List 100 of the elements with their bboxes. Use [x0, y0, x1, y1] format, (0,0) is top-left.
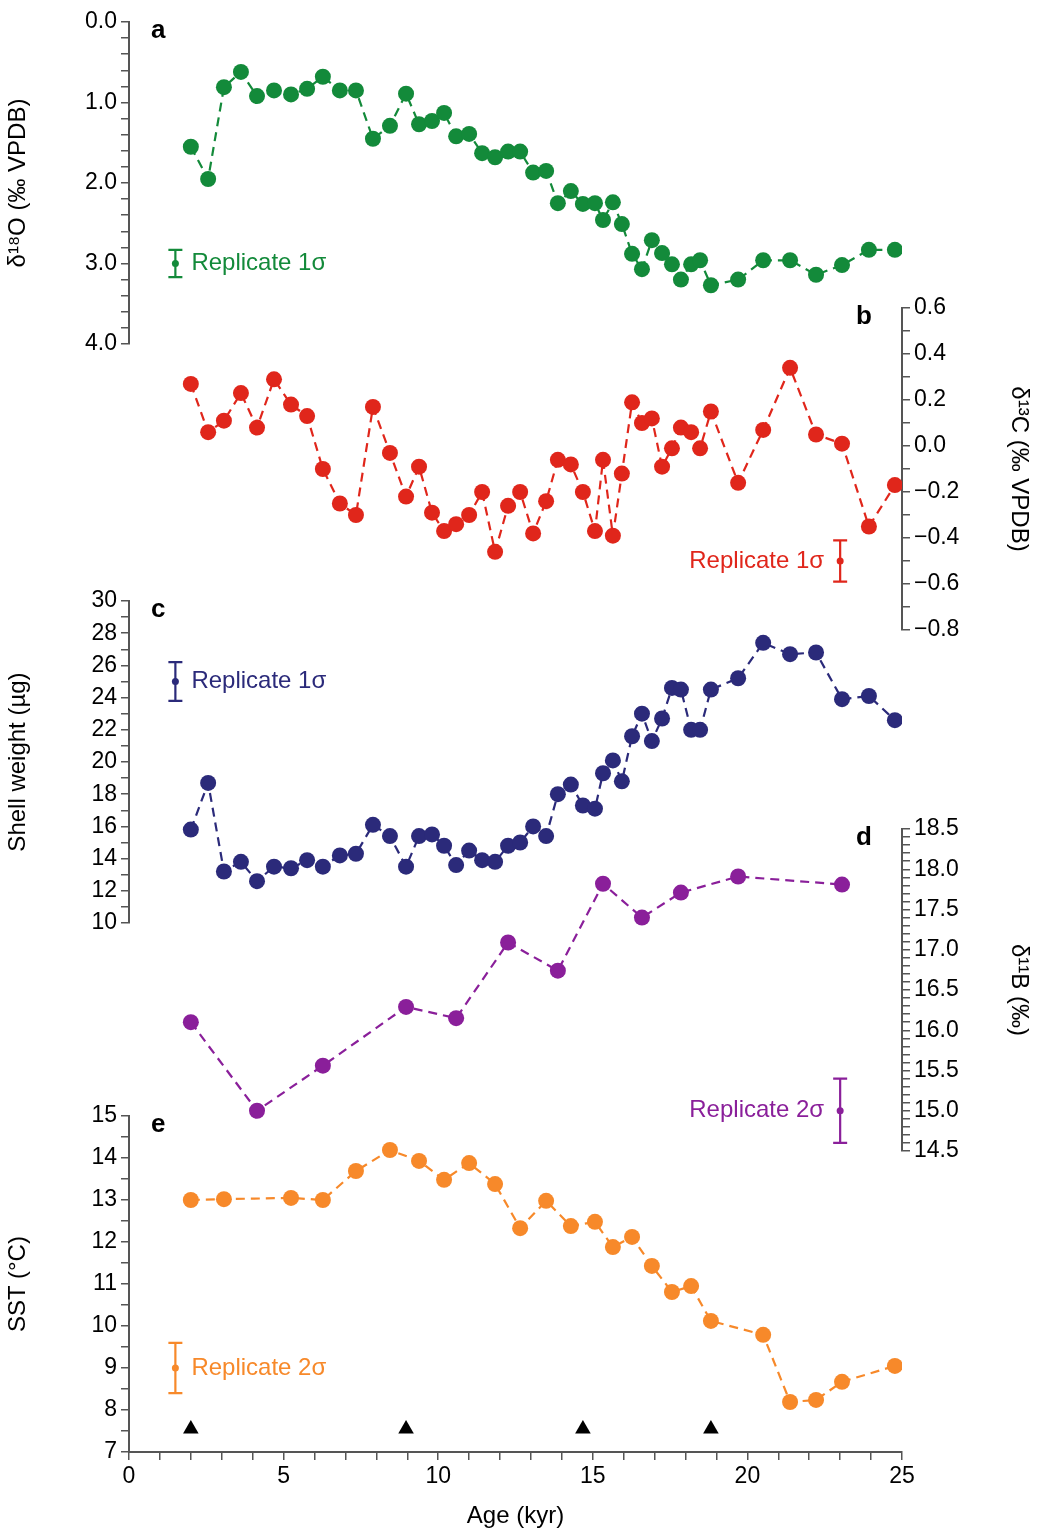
- point: [730, 670, 747, 687]
- point: [314, 68, 331, 85]
- y2-tick-label: 14.5: [914, 1136, 959, 1163]
- point: [448, 1010, 465, 1027]
- point: [487, 149, 504, 166]
- point: [782, 359, 799, 376]
- point: [500, 497, 517, 514]
- point: [643, 232, 660, 249]
- x-tick-label: 0: [122, 1462, 136, 1489]
- y-tick-label: 20: [91, 747, 117, 774]
- point: [266, 858, 283, 875]
- point: [886, 1357, 902, 1374]
- chart-title: a: [151, 14, 166, 45]
- point: [331, 82, 348, 99]
- y-tick-label: 0.0: [85, 7, 117, 34]
- point: [643, 1257, 660, 1274]
- point: [782, 252, 799, 269]
- x-axis-title: Age (kyr): [466, 1501, 565, 1529]
- point: [562, 183, 579, 200]
- point: [232, 385, 249, 402]
- point: [834, 1373, 851, 1390]
- series-label: Replicate 2σ: [191, 1352, 327, 1380]
- point: [886, 477, 902, 494]
- point: [549, 786, 566, 803]
- point: [283, 86, 300, 103]
- point: [512, 834, 529, 851]
- point: [549, 962, 566, 979]
- point: [683, 424, 700, 441]
- point: [299, 408, 316, 425]
- point: [730, 474, 747, 491]
- y2-axis-title: δ¹³C (‰ VPDB): [1006, 386, 1034, 552]
- point: [672, 271, 689, 288]
- y2-tick-label: 16.5: [914, 975, 959, 1002]
- point: [782, 1394, 799, 1411]
- point: [886, 712, 902, 729]
- point: [643, 410, 660, 427]
- point: [624, 245, 641, 262]
- x-tick-label: 15: [580, 1462, 606, 1489]
- point: [586, 195, 603, 212]
- point: [487, 543, 504, 560]
- point: [249, 1102, 266, 1119]
- point: [411, 828, 428, 845]
- point: [249, 873, 266, 890]
- point: [574, 484, 591, 500]
- y-axis-title: Shell weight (µg): [3, 672, 31, 852]
- point: [834, 691, 851, 708]
- point: [595, 212, 611, 229]
- y-tick-label: 3.0: [85, 248, 117, 275]
- y-tick-label: 30: [91, 586, 117, 613]
- y-tick-label: 24: [91, 682, 118, 709]
- point: [500, 934, 517, 951]
- point: [381, 444, 398, 461]
- point: [624, 1228, 641, 1245]
- y-tick-label: 1.0: [85, 87, 117, 114]
- point: [604, 194, 621, 211]
- point: [364, 816, 381, 833]
- y-tick-label: 8: [104, 1395, 117, 1422]
- point: [575, 1419, 591, 1434]
- point: [525, 525, 542, 542]
- y-tick-label: 15: [91, 1101, 117, 1128]
- point: [347, 507, 364, 523]
- y-tick-label: 9: [104, 1353, 117, 1380]
- point: [525, 164, 542, 181]
- point: [538, 493, 555, 510]
- point: [474, 852, 491, 869]
- y-tick-label: 10: [91, 908, 117, 935]
- point: [232, 853, 249, 870]
- point: [461, 1155, 478, 1172]
- point: [692, 252, 709, 269]
- point: [672, 884, 689, 901]
- point: [562, 456, 579, 473]
- point: [266, 371, 283, 388]
- point: [398, 85, 415, 102]
- point: [424, 826, 441, 843]
- y2-tick-label: 15.5: [914, 1055, 959, 1082]
- point: [654, 458, 671, 475]
- point: [549, 195, 566, 212]
- y2-tick-label: 18.5: [914, 814, 959, 841]
- point: [538, 1192, 555, 1209]
- point: [538, 162, 555, 179]
- y-axis-title: SST (°C): [3, 1236, 31, 1332]
- point: [755, 421, 772, 438]
- point: [314, 1192, 331, 1208]
- point: [512, 484, 529, 500]
- point: [834, 435, 851, 452]
- point: [381, 117, 398, 134]
- point: [182, 821, 199, 838]
- point: [215, 412, 232, 429]
- y2-tick-label: −0.6: [914, 569, 960, 596]
- chart-title: e: [151, 1108, 166, 1139]
- point: [755, 1326, 772, 1343]
- point: [886, 241, 902, 258]
- point: [613, 773, 630, 790]
- point: [613, 216, 630, 233]
- point: [182, 375, 199, 392]
- point: [182, 1192, 199, 1208]
- point: [424, 113, 441, 130]
- point: [436, 104, 453, 121]
- point: [398, 858, 415, 875]
- point: [702, 681, 719, 698]
